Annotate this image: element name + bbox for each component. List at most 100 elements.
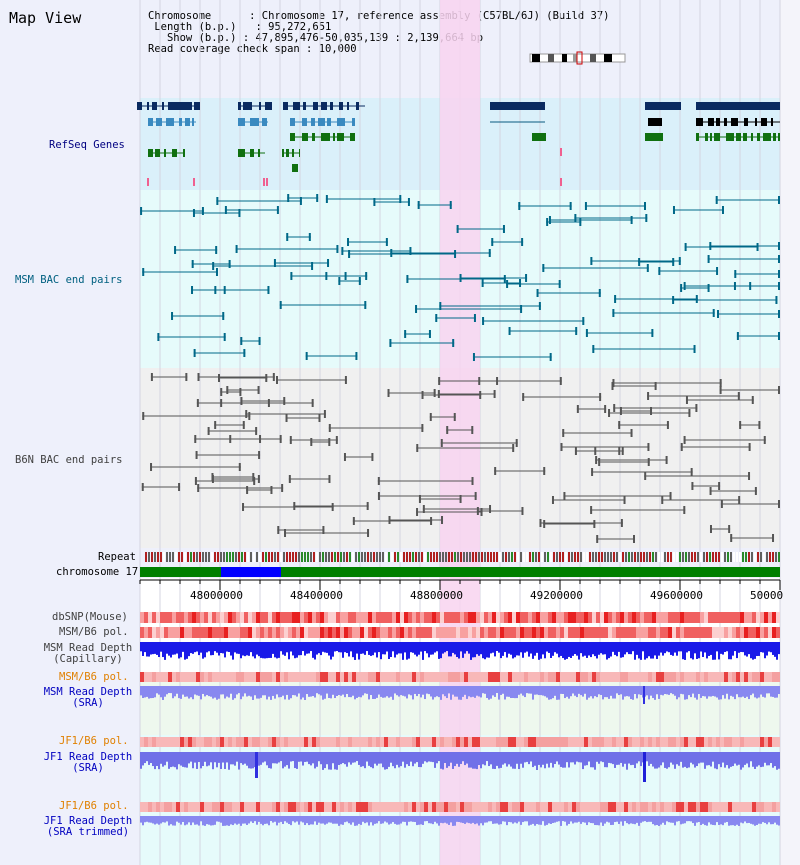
bac-end[interactable]	[646, 264, 649, 272]
bac-end[interactable]	[734, 270, 737, 278]
gene-exon[interactable]	[726, 133, 734, 141]
bac-end[interactable]	[214, 286, 217, 294]
bac-end[interactable]	[709, 242, 712, 250]
bac-end[interactable]	[286, 233, 289, 241]
gene-exon[interactable]	[716, 118, 720, 126]
gene-exon[interactable]	[708, 118, 714, 126]
bac-end[interactable]	[355, 352, 358, 360]
gene-exon[interactable]	[168, 102, 175, 110]
gene-exon[interactable]	[339, 102, 343, 110]
bac-end[interactable]	[736, 332, 739, 340]
bac-end[interactable]	[574, 214, 577, 222]
bac-end[interactable]	[456, 225, 459, 233]
gene-exon[interactable]	[532, 133, 546, 141]
gene-exon[interactable]	[696, 118, 703, 126]
gene-exon[interactable]	[283, 102, 288, 110]
gene-exon[interactable]	[311, 118, 315, 126]
bac-end[interactable]	[728, 525, 731, 533]
gene-exon[interactable]	[696, 133, 699, 141]
bac-end[interactable]	[585, 329, 588, 337]
gene-exon[interactable]	[162, 102, 164, 110]
bac-end[interactable]	[373, 198, 376, 206]
gene-exon[interactable]	[773, 133, 776, 141]
track-label-msm-b6-pol-1[interactable]: MSM/B6 pol.	[59, 626, 129, 638]
track-label-msm-depth-cap[interactable]: MSM Read Depth (Capillary)	[38, 643, 138, 665]
gene-exon[interactable]	[763, 133, 771, 141]
bac-end[interactable]	[593, 520, 596, 528]
bac-end[interactable]	[285, 414, 288, 422]
bac-end[interactable]	[543, 520, 546, 528]
bac-end[interactable]	[287, 194, 290, 202]
bac-end[interactable]	[352, 517, 355, 525]
bac-end[interactable]	[508, 327, 511, 335]
bac-end[interactable]	[763, 436, 766, 444]
bac-end[interactable]	[695, 404, 698, 412]
bac-end[interactable]	[525, 274, 528, 282]
gene-exon[interactable]	[736, 133, 741, 141]
bac-end[interactable]	[778, 242, 780, 250]
bac-end[interactable]	[399, 195, 402, 203]
msm-bac-track[interactable]	[140, 194, 780, 361]
bac-end[interactable]	[416, 444, 419, 452]
bac-end[interactable]	[421, 391, 424, 399]
gene-exon[interactable]	[356, 102, 359, 110]
gene-exon[interactable]	[321, 133, 330, 141]
bac-end[interactable]	[582, 317, 585, 325]
bac-end[interactable]	[299, 197, 302, 205]
bac-end[interactable]	[416, 508, 419, 516]
bac-end[interactable]	[385, 238, 388, 246]
bac-end[interactable]	[428, 330, 431, 338]
gene-exon[interactable]	[333, 133, 335, 141]
bac-end[interactable]	[258, 337, 261, 345]
bac-end[interactable]	[438, 377, 441, 385]
bac-end[interactable]	[595, 456, 598, 464]
bac-end[interactable]	[243, 349, 246, 357]
bac-end[interactable]	[754, 487, 757, 495]
bac-end[interactable]	[718, 482, 721, 490]
gene-exon[interactable]	[152, 102, 157, 110]
track-label-repeat[interactable]: Repeat	[98, 551, 136, 563]
gene-exon[interactable]	[352, 118, 355, 126]
bac-end[interactable]	[644, 472, 647, 480]
gene-exon[interactable]	[302, 133, 308, 141]
bac-end[interactable]	[598, 289, 601, 297]
gene-exon[interactable]	[724, 118, 727, 126]
bac-end[interactable]	[150, 373, 153, 381]
bac-end[interactable]	[240, 397, 243, 405]
bac-end[interactable]	[377, 492, 380, 500]
bac-end[interactable]	[488, 249, 491, 257]
bac-end[interactable]	[293, 502, 296, 510]
bac-end[interactable]	[325, 272, 328, 280]
gene-exon[interactable]	[292, 149, 294, 157]
bac-end[interactable]	[604, 405, 607, 413]
gene-exon[interactable]	[250, 118, 259, 126]
gene-exon[interactable]	[337, 133, 344, 141]
bac-end[interactable]	[720, 500, 723, 508]
bac-end[interactable]	[716, 310, 719, 318]
bac-end[interactable]	[343, 453, 346, 461]
bac-end[interactable]	[599, 393, 602, 401]
bac-end[interactable]	[739, 421, 742, 429]
gene-exon[interactable]	[282, 149, 284, 157]
bac-end[interactable]	[650, 407, 653, 415]
bac-end[interactable]	[709, 525, 712, 533]
bac-end[interactable]	[459, 495, 462, 503]
bac-end[interactable]	[482, 317, 485, 325]
bac-end[interactable]	[778, 332, 780, 340]
bac-end[interactable]	[367, 529, 370, 537]
gene-exon[interactable]	[238, 102, 241, 110]
bac-end[interactable]	[707, 255, 710, 263]
bac-end[interactable]	[331, 503, 334, 511]
refseq-genes-track[interactable]	[137, 102, 780, 186]
bac-end[interactable]	[322, 526, 325, 534]
bac-end[interactable]	[598, 458, 601, 466]
bac-end[interactable]	[441, 516, 444, 524]
track-label-jf1-b6-pol-1[interactable]: JF1/B6 pol.	[59, 735, 129, 747]
bac-end[interactable]	[459, 274, 462, 282]
gene-exon[interactable]	[164, 149, 166, 157]
bac-end[interactable]	[242, 503, 245, 511]
bac-end[interactable]	[215, 268, 218, 276]
b6n-bac-track[interactable]	[141, 373, 780, 543]
bac-end[interactable]	[215, 246, 218, 254]
gene-exon[interactable]	[755, 118, 757, 126]
